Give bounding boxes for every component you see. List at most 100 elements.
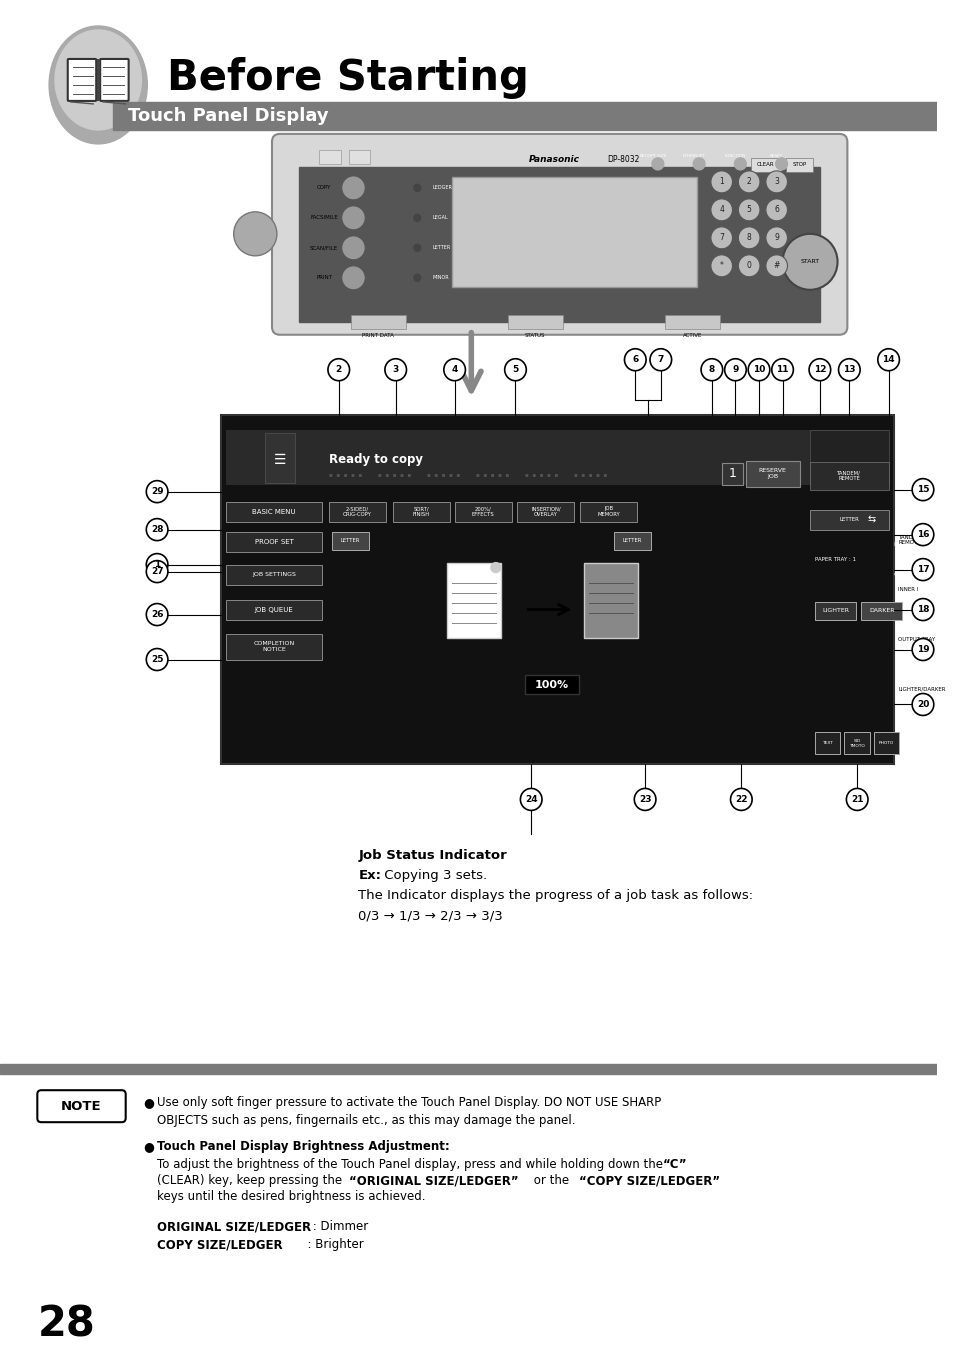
Bar [809, 430, 887, 485]
Text: 7: 7 [719, 234, 723, 242]
Text: PHOTO: PHOTO [878, 742, 893, 746]
Text: LIGHTER: LIGHTER [821, 608, 848, 613]
Bar [0, 1065, 936, 1074]
Text: CLEAR: CLEAR [757, 162, 774, 168]
Ellipse shape [49, 26, 147, 145]
Text: LETTER: LETTER [432, 246, 450, 250]
Text: PRINT: PRINT [315, 276, 332, 280]
Text: Before Starting: Before Starting [167, 57, 528, 99]
Text: INNER I: INNER I [898, 588, 918, 592]
Circle shape [384, 359, 406, 381]
Circle shape [877, 349, 899, 370]
Bar [861, 601, 902, 620]
Text: 15: 15 [916, 485, 928, 494]
Text: 21: 21 [850, 794, 862, 804]
Text: 14: 14 [882, 355, 894, 365]
Text: 5: 5 [512, 365, 518, 374]
Text: : Dimmer: : Dimmer [309, 1220, 368, 1233]
Text: LIGHTER/DARKER: LIGHTER/DARKER [898, 688, 945, 692]
Circle shape [414, 184, 420, 192]
Text: Panasonic: Panasonic [529, 155, 579, 165]
Text: 27: 27 [151, 567, 163, 576]
Text: 26: 26 [151, 611, 163, 619]
Circle shape [845, 789, 867, 811]
Bar [814, 601, 855, 620]
Circle shape [911, 478, 933, 501]
Text: 2: 2 [335, 365, 341, 374]
Text: MINOR: MINOR [432, 276, 448, 280]
Text: 7: 7 [657, 355, 663, 365]
Circle shape [146, 519, 168, 540]
Bar [226, 531, 322, 551]
FancyBboxPatch shape [272, 134, 846, 335]
Text: 18: 18 [916, 605, 928, 615]
Circle shape [911, 558, 933, 581]
Circle shape [710, 255, 732, 277]
Ellipse shape [491, 562, 500, 573]
Text: DARKER: DARKER [868, 608, 894, 613]
Circle shape [443, 359, 465, 381]
Text: 0/3 → 1/3 → 2/3 → 3/3: 0/3 → 1/3 → 2/3 → 3/3 [358, 909, 502, 923]
Text: 8: 8 [746, 234, 751, 242]
Bar [525, 674, 578, 694]
Circle shape [146, 604, 168, 626]
Bar [226, 565, 322, 585]
Circle shape [765, 170, 786, 193]
Text: ☰: ☰ [274, 453, 286, 466]
Text: 13: 13 [842, 365, 855, 374]
Circle shape [738, 199, 760, 220]
Text: INTERRUPT: INTERRUPT [682, 154, 705, 158]
Text: 28: 28 [37, 1302, 95, 1346]
Circle shape [341, 266, 365, 290]
Text: INSERTION/
OVERLAY: INSERTION/ OVERLAY [531, 507, 560, 517]
Bar [451, 177, 697, 286]
Bar [329, 501, 385, 521]
Text: 20: 20 [916, 700, 928, 709]
Circle shape [911, 524, 933, 546]
Text: *: * [719, 261, 723, 270]
Circle shape [730, 789, 751, 811]
Text: ●: ● [143, 1096, 154, 1109]
Bar [226, 600, 322, 620]
Bar [613, 531, 650, 550]
Text: RESERVE
JOB: RESERVE JOB [758, 469, 786, 480]
Text: JOB
MEMORY: JOB MEMORY [597, 507, 619, 517]
Circle shape [738, 170, 760, 193]
Circle shape [693, 158, 704, 170]
Text: 25: 25 [151, 655, 163, 665]
Text: 17: 17 [916, 565, 928, 574]
Circle shape [808, 359, 830, 381]
Bar [348, 150, 370, 163]
Text: Touch Panel Display: Touch Panel Display [128, 107, 328, 124]
Circle shape [146, 554, 168, 576]
Text: RESET: RESET [769, 154, 782, 158]
Circle shape [781, 234, 837, 290]
Text: 24: 24 [524, 794, 537, 804]
Text: ACTIVE: ACTIVE [681, 334, 701, 338]
Circle shape [700, 359, 722, 381]
Text: 9: 9 [774, 234, 779, 242]
Bar [507, 315, 562, 328]
Text: 19: 19 [916, 644, 928, 654]
Text: TANDEM/
REMOTE: TANDEM/ REMOTE [837, 470, 861, 481]
Circle shape [838, 359, 860, 381]
Circle shape [414, 274, 420, 281]
Text: The Indicator displays the progress of a job task as follows:: The Indicator displays the progress of a… [358, 889, 753, 902]
Text: 9: 9 [732, 365, 738, 374]
Text: 1: 1 [728, 467, 736, 480]
Text: SORT/
FINISH: SORT/ FINISH [413, 507, 430, 517]
Circle shape [146, 481, 168, 503]
Text: 5: 5 [746, 205, 751, 215]
Text: 6: 6 [632, 355, 638, 365]
Bar [455, 501, 511, 521]
Circle shape [710, 170, 732, 193]
Text: 8: 8 [708, 365, 714, 374]
Text: BASIC MENU: BASIC MENU [252, 508, 295, 515]
Text: “C”: “C” [662, 1158, 687, 1171]
FancyBboxPatch shape [100, 59, 129, 101]
Text: 11: 11 [776, 365, 788, 374]
Bar [809, 509, 887, 530]
Text: 10: 10 [752, 365, 764, 374]
Text: 4: 4 [719, 205, 723, 215]
Circle shape [341, 236, 365, 259]
